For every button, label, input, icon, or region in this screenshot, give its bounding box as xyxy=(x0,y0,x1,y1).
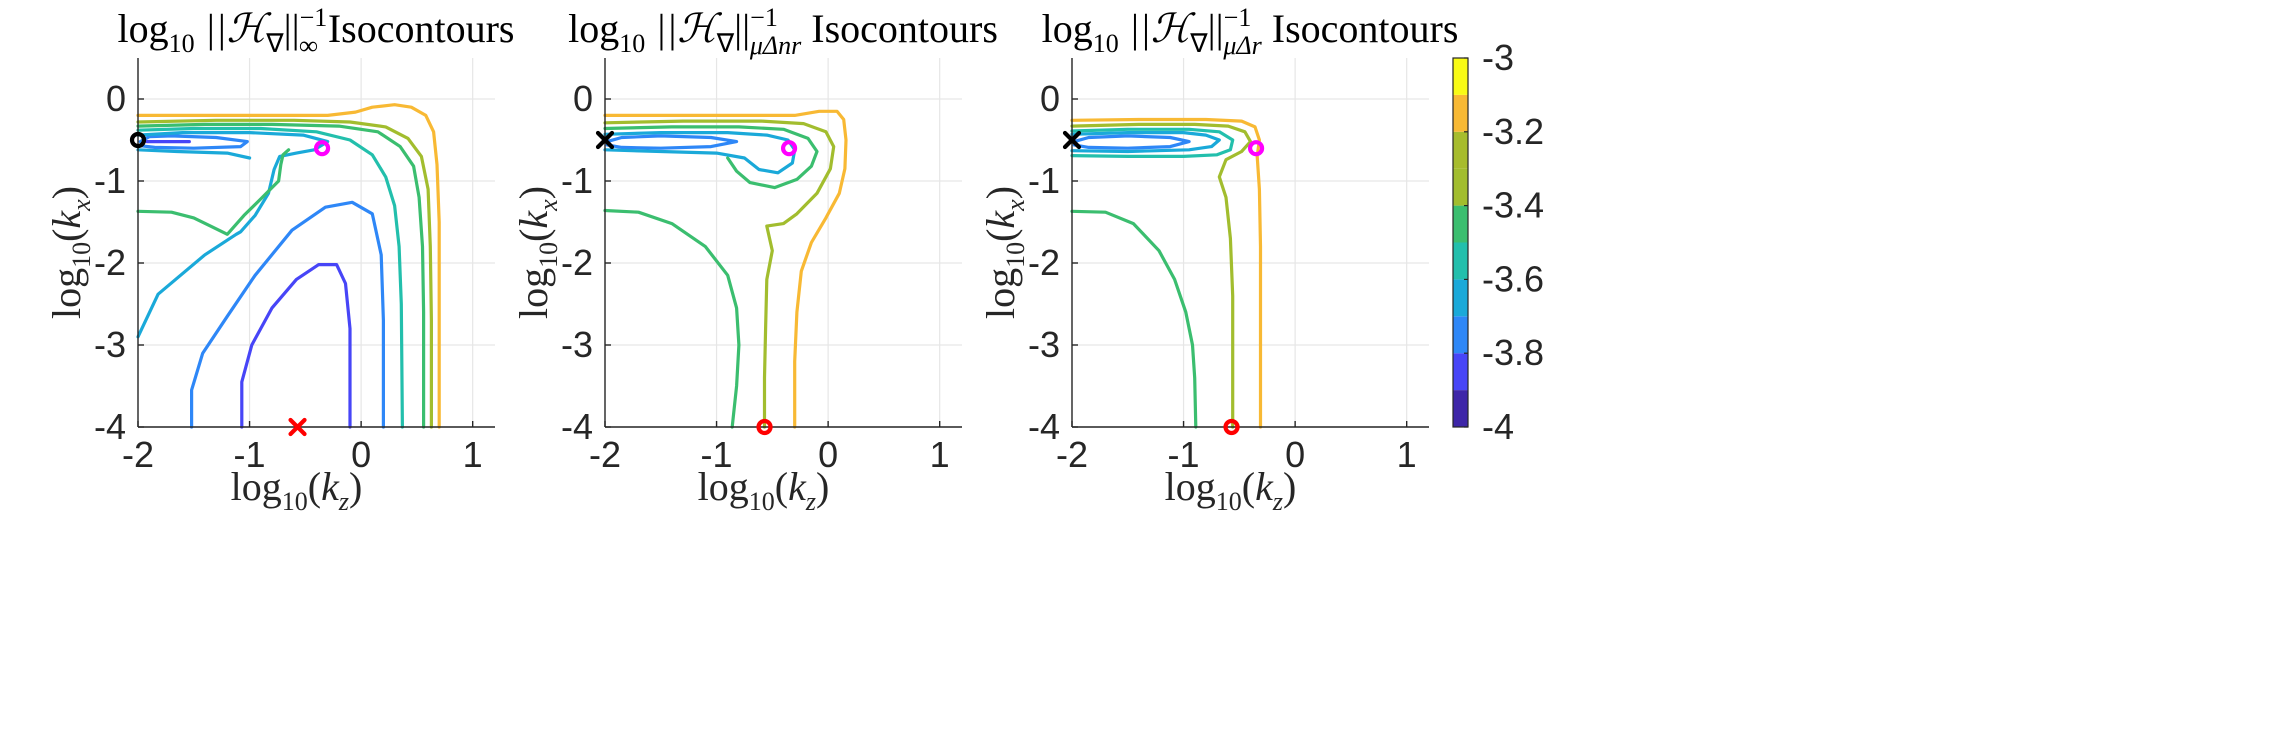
x-tick-label: -1 xyxy=(1168,434,1200,475)
x-axis-title: log10(kz) xyxy=(698,464,830,516)
contour-line xyxy=(136,122,426,429)
marker-circle xyxy=(313,140,331,157)
contour-line xyxy=(1070,117,1263,429)
x-tick-label: -2 xyxy=(589,434,621,475)
y-tick-label: -1 xyxy=(561,160,593,201)
colorbar-tick-label: -3.2 xyxy=(1482,111,1544,152)
contour-line xyxy=(1070,122,1253,429)
marker-cross xyxy=(1062,130,1082,150)
colorbar-band xyxy=(1453,242,1468,280)
colorbar: -3 -3.2 -3.4 -3.6 -3.8 -4 xyxy=(1452,37,1544,447)
y-tick-label: -1 xyxy=(94,160,126,201)
x-tick-label: 0 xyxy=(1285,434,1305,475)
contour-line xyxy=(136,118,433,429)
y-tick-label: 0 xyxy=(106,78,126,119)
contour-line xyxy=(190,200,385,429)
panel-hinf: -2 -1 0 1 0 -1 -2 -3 -4 log10 ||ℋ∇||−1 ∞ Isocontou… xyxy=(44,3,514,516)
x-axis-title: log10(kz) xyxy=(1165,464,1297,516)
y-tick-label: -2 xyxy=(561,242,593,283)
y-tick-label: -2 xyxy=(1028,242,1060,283)
panel-mu-nr: -2 -1 0 1 0 -1 -2 -3 -4 log10 ||ℋ∇||−1 μΔnr Isocon… xyxy=(511,3,998,516)
colorbar-tick-label: -3.6 xyxy=(1482,258,1544,299)
colorbar-band xyxy=(1453,205,1468,243)
contour-line xyxy=(240,263,352,429)
x-tick-label: -1 xyxy=(701,434,733,475)
x-tick-label: -2 xyxy=(122,434,154,475)
colorbar-tick-label: -3.8 xyxy=(1482,332,1544,373)
marker-circle xyxy=(756,418,773,436)
chart-title: log10 ||ℋ∇||−1 μΔr Isocontours xyxy=(1042,3,1459,60)
marker-circle xyxy=(780,140,798,157)
y-tick-label: -4 xyxy=(1028,406,1060,447)
contour-line xyxy=(603,131,797,175)
contour-line xyxy=(1070,209,1198,429)
colorbar-band xyxy=(1453,131,1468,169)
x-tick-label: 1 xyxy=(930,434,950,475)
chart-title: log10 ||ℋ∇||−1 μΔnr Isocontours xyxy=(568,3,998,60)
colorbar-band xyxy=(1453,316,1468,354)
marker-cross xyxy=(595,130,615,150)
contour-line xyxy=(1070,131,1221,154)
marker-cross xyxy=(288,417,307,437)
contour-line xyxy=(136,103,441,429)
x-tick-label: -1 xyxy=(234,434,266,475)
contour-line xyxy=(136,148,252,160)
colorbar-tick-label: -4 xyxy=(1482,406,1514,447)
contour-line xyxy=(1070,127,1235,158)
x-tick-label: 1 xyxy=(1397,434,1417,475)
colorbar-frame xyxy=(1452,57,1469,428)
x-axis-title: log10(kz) xyxy=(231,464,363,516)
colorbar-band xyxy=(1453,58,1468,95)
contour-line xyxy=(136,126,404,429)
contour-line xyxy=(136,148,291,236)
y-tick-label: 0 xyxy=(573,78,593,119)
marker-circle xyxy=(1223,418,1240,436)
y-axis-title: log10(kx) xyxy=(511,186,563,319)
y-tick-label: -3 xyxy=(94,324,126,365)
contour-line xyxy=(603,109,848,429)
x-tick-label: 0 xyxy=(351,434,371,475)
contour-line xyxy=(138,134,249,150)
y-tick-label: -2 xyxy=(94,242,126,283)
contour-line xyxy=(1072,134,1191,150)
x-tick-label: -2 xyxy=(1056,434,1088,475)
y-tick-label: -1 xyxy=(1028,160,1060,201)
marker-circle xyxy=(129,131,147,149)
colorbar-band xyxy=(1453,279,1468,317)
x-tick-label: 0 xyxy=(818,434,838,475)
y-tick-label: -3 xyxy=(1028,324,1060,365)
contour-line xyxy=(603,119,836,429)
contour-line xyxy=(603,208,741,429)
colorbar-tick-label: -3.4 xyxy=(1482,185,1544,226)
y-tick-label: -3 xyxy=(561,324,593,365)
colorbar-band xyxy=(1453,94,1468,132)
contour-line xyxy=(605,134,739,150)
panel-mu-r: -2 -1 0 1 0 -1 -2 -3 -4 log10 ||ℋ∇||−1 μΔr Isocont… xyxy=(978,3,1458,516)
colorbar-band xyxy=(1453,353,1468,391)
colorbar-band xyxy=(1453,168,1468,206)
chart-title: log10 ||ℋ∇||−1 ∞ Isocontours xyxy=(118,3,515,60)
y-tick-label: 0 xyxy=(1040,78,1060,119)
marker-circle xyxy=(1247,140,1265,157)
x-tick-label: 1 xyxy=(463,434,483,475)
y-axis-title: log10(kx) xyxy=(978,186,1030,319)
colorbar-band xyxy=(1453,390,1468,427)
y-axis-title: log10(kx) xyxy=(44,186,96,319)
colorbar-tick-label: -3 xyxy=(1482,37,1514,78)
y-tick-label: -4 xyxy=(94,406,126,447)
contour-line xyxy=(603,125,819,190)
contour-line xyxy=(136,131,330,339)
y-tick-label: -4 xyxy=(561,406,593,447)
